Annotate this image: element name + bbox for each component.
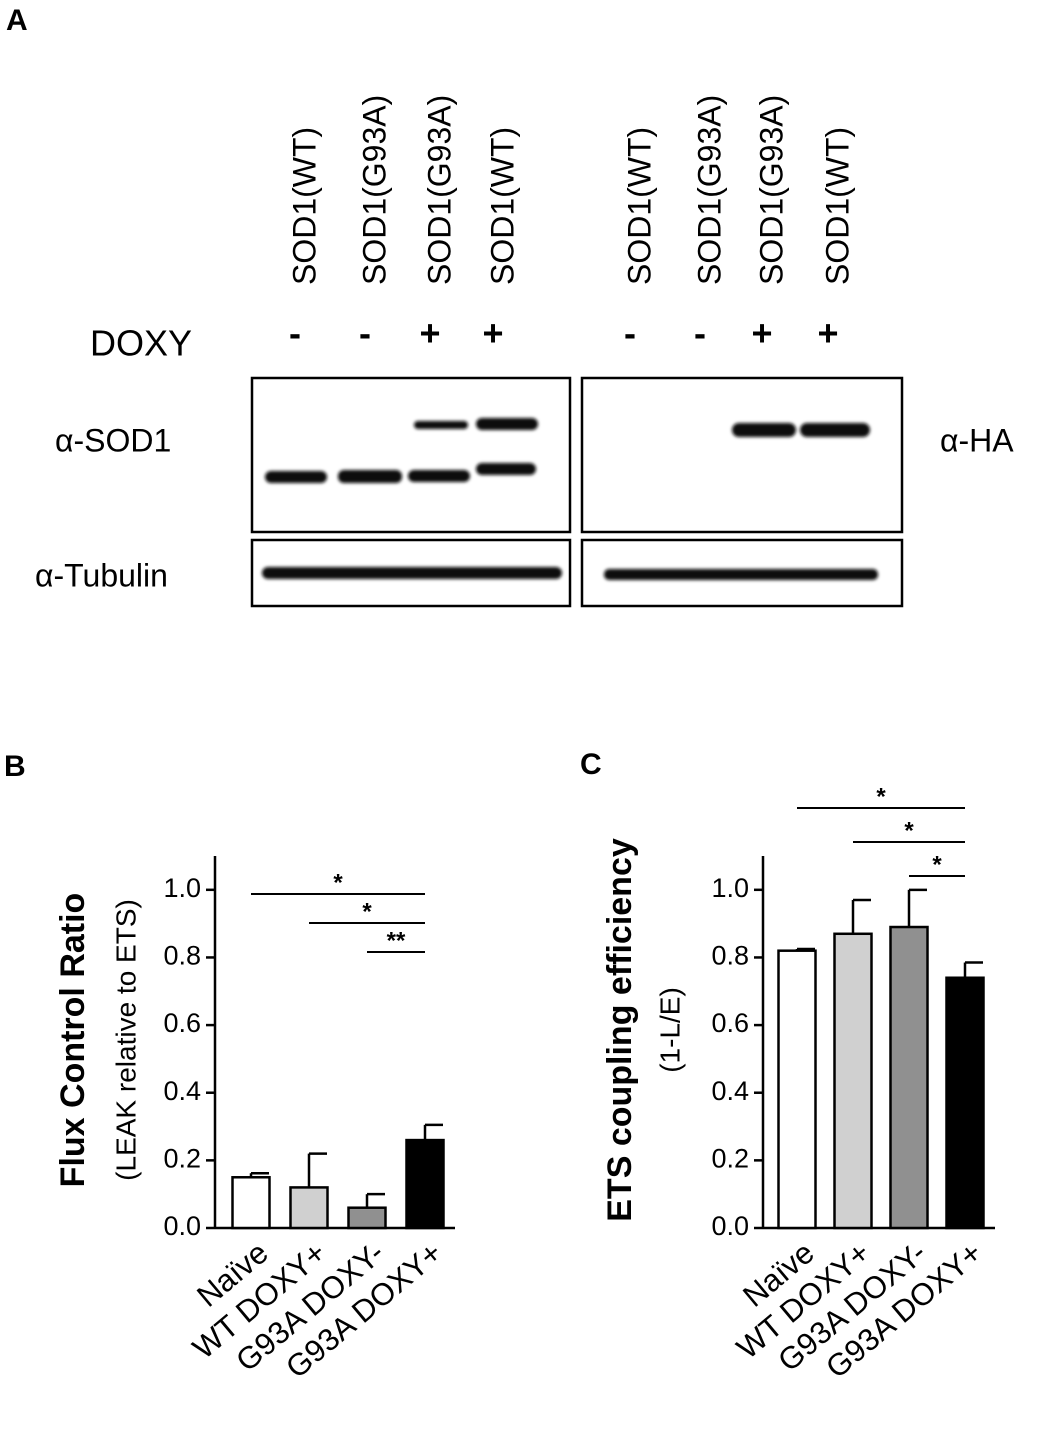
row-label: α-HA	[940, 422, 1014, 458]
lane-label: SOD1(G93A)	[356, 95, 392, 285]
doxy-sign: +	[482, 313, 503, 354]
doxy-sign: -	[694, 313, 706, 354]
row-label: α-SOD1	[55, 422, 171, 458]
bar	[833, 932, 873, 1230]
y-axis-subtitle: (LEAK relative to ETS)	[110, 899, 141, 1181]
y-tick-label: 0.2	[711, 1143, 749, 1173]
doxy-sign: -	[289, 313, 301, 354]
significance-label: *	[904, 817, 914, 844]
significance-label: **	[387, 927, 406, 954]
y-tick-label: 0.0	[711, 1211, 749, 1241]
y-tick-label: 0.6	[163, 1008, 201, 1038]
row-label: α-Tubulin	[35, 557, 168, 593]
y-tick-label: 0.2	[163, 1143, 201, 1173]
y-tick-label: 1.0	[163, 873, 201, 903]
lane-label: SOD1(G93A)	[691, 95, 727, 285]
bands	[262, 418, 878, 580]
bar	[231, 1176, 271, 1230]
band	[476, 418, 538, 430]
significance-label: *	[876, 783, 886, 810]
y-axis-title: Flux Control Ratio	[54, 893, 92, 1188]
band	[408, 470, 470, 482]
lane-label: SOD1(WT)	[819, 127, 855, 285]
y-axis-subtitle: (1-L/E)	[654, 987, 685, 1073]
bar	[945, 976, 985, 1230]
doxy-sign: +	[419, 313, 440, 354]
blot-frames	[250, 376, 904, 608]
band	[414, 421, 468, 429]
band	[265, 471, 327, 483]
lane-label: SOD1(G93A)	[421, 95, 457, 285]
significance-label: *	[362, 898, 372, 925]
bar	[889, 925, 929, 1230]
panel-label: C	[580, 748, 602, 781]
lane-label: SOD1(WT)	[484, 127, 520, 285]
significance-label: *	[932, 851, 942, 878]
bar	[347, 1206, 387, 1230]
bar	[289, 1186, 329, 1230]
significance-label: *	[333, 869, 343, 896]
doxy-label: DOXY	[90, 323, 192, 364]
band	[338, 470, 402, 483]
blot-box	[250, 538, 572, 608]
blot-box	[580, 538, 904, 608]
bar	[777, 949, 817, 1230]
doxy-sign: +	[817, 313, 838, 354]
doxy-sign: +	[751, 313, 772, 354]
band	[262, 567, 562, 579]
y-tick-label: 0.0	[163, 1211, 201, 1241]
y-tick-label: 0.4	[163, 1076, 201, 1106]
band	[800, 423, 870, 437]
lane-label: SOD1(WT)	[286, 127, 322, 285]
y-tick-label: 1.0	[711, 873, 749, 903]
y-tick-label: 0.6	[711, 1008, 749, 1038]
band	[604, 569, 878, 580]
lane-label: SOD1(WT)	[621, 127, 657, 285]
y-tick-label: 0.4	[711, 1076, 749, 1106]
lane-label: SOD1(G93A)	[753, 95, 789, 285]
doxy-sign: -	[624, 313, 636, 354]
blot-box	[250, 376, 572, 534]
y-axis-title: ETS coupling efficiency	[601, 838, 639, 1222]
panel-label: A	[6, 4, 28, 37]
y-tick-label: 0.8	[711, 941, 749, 971]
y-tick-label: 0.8	[163, 941, 201, 971]
bar	[405, 1138, 445, 1230]
panel-label: B	[4, 750, 26, 783]
blot-box	[580, 376, 904, 534]
doxy-sign: -	[359, 313, 371, 354]
band	[732, 423, 796, 437]
band	[476, 463, 536, 475]
